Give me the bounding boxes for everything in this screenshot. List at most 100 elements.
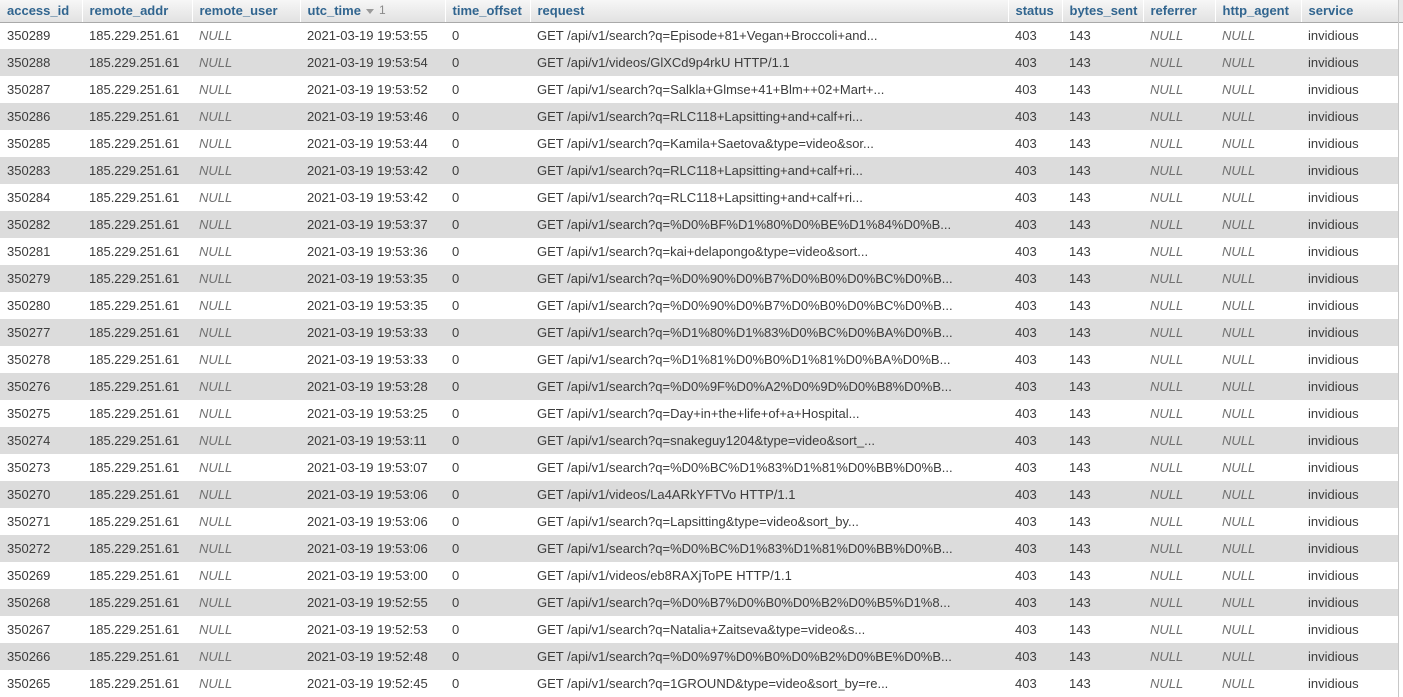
cell-access_id[interactable]: 350268 (7, 595, 51, 610)
cell-http_agent[interactable]: NULL (1222, 244, 1256, 259)
cell-remote_addr[interactable]: 185.229.251.61 (89, 352, 180, 367)
cell-utc_time[interactable]: 2021-03-19 19:53:33 (307, 352, 428, 367)
cell-time_offset[interactable]: 0 (452, 298, 460, 313)
cell-time_offset[interactable]: 0 (452, 460, 460, 475)
cell-http_agent[interactable]: NULL (1222, 649, 1256, 664)
cell-access_id[interactable]: 350280 (7, 298, 51, 313)
cell-status[interactable]: 403 (1015, 325, 1037, 340)
cell-access_id[interactable]: 350271 (7, 514, 51, 529)
cell-referrer[interactable]: NULL (1150, 595, 1184, 610)
cell-referrer[interactable]: NULL (1150, 379, 1184, 394)
cell-request[interactable]: GET /api/v1/search?q=%D0%97%D0%B0%D0%B2%… (537, 649, 952, 664)
cell-referrer[interactable]: NULL (1150, 568, 1184, 583)
cell-bytes_sent[interactable]: 143 (1069, 28, 1091, 44)
cell-referrer[interactable]: NULL (1150, 163, 1184, 178)
cell-status[interactable]: 403 (1015, 406, 1037, 421)
cell-status[interactable]: 403 (1015, 460, 1037, 475)
cell-time_offset[interactable]: 0 (452, 379, 460, 394)
cell-time_offset[interactable]: 0 (452, 163, 460, 178)
table-row[interactable]: 350274 185.229.251.61 NULL 2021-03-19 19:53… (0, 427, 1398, 454)
cell-time_offset[interactable]: 0 (452, 514, 460, 529)
cell-service[interactable]: invidious (1308, 541, 1359, 556)
cell-request[interactable]: GET /api/v1/search?q=kai+delapongo&type=… (537, 244, 869, 259)
cell-request[interactable]: GET /api/v1/search?q=%D1%81%D0%B0%D1%81%… (537, 352, 951, 367)
table-row[interactable]: 350272 185.229.251.61 NULL 2021-03-19 19:53… (0, 535, 1398, 562)
cell-bytes_sent[interactable]: 143 (1069, 541, 1091, 556)
cell-time_offset[interactable]: 0 (452, 487, 460, 502)
column-header-request[interactable]: request (530, 0, 1009, 23)
cell-service[interactable]: invidious (1308, 622, 1359, 637)
cell-status[interactable]: 403 (1015, 82, 1037, 97)
cell-service[interactable]: invidious (1308, 28, 1359, 44)
cell-time_offset[interactable]: 0 (452, 433, 460, 448)
cell-status[interactable]: 403 (1015, 136, 1037, 151)
cell-remote_addr[interactable]: 185.229.251.61 (89, 271, 180, 286)
cell-remote_user[interactable]: NULL (199, 676, 233, 691)
cell-utc_time[interactable]: 2021-03-19 19:53:54 (307, 55, 428, 70)
cell-http_agent[interactable]: NULL (1222, 82, 1256, 97)
cell-remote_addr[interactable]: 185.229.251.61 (89, 406, 180, 421)
cell-time_offset[interactable]: 0 (452, 568, 460, 583)
cell-request[interactable]: GET /api/v1/search?q=Natalia+Zaitseva&ty… (537, 622, 866, 637)
cell-service[interactable]: invidious (1308, 136, 1359, 151)
cell-remote_addr[interactable]: 185.229.251.61 (89, 676, 180, 691)
table-row[interactable]: 350281 185.229.251.61 NULL 2021-03-19 19:53… (0, 238, 1398, 265)
cell-access_id[interactable]: 350287 (7, 82, 51, 97)
cell-request[interactable]: GET /api/v1/search?q=Episode+81+Vegan+Br… (537, 28, 878, 44)
cell-http_agent[interactable]: NULL (1222, 487, 1256, 502)
cell-service[interactable]: invidious (1308, 217, 1359, 232)
cell-bytes_sent[interactable]: 143 (1069, 460, 1091, 475)
cell-service[interactable]: invidious (1308, 433, 1359, 448)
cell-http_agent[interactable]: NULL (1222, 55, 1256, 70)
cell-access_id[interactable]: 350285 (7, 136, 51, 151)
cell-remote_user[interactable]: NULL (199, 28, 233, 44)
cell-http_agent[interactable]: NULL (1222, 163, 1256, 178)
cell-request[interactable]: GET /api/v1/search?q=%D0%90%D0%B7%D0%B0%… (537, 271, 953, 286)
cell-referrer[interactable]: NULL (1150, 271, 1184, 286)
cell-utc_time[interactable]: 2021-03-19 19:53:00 (307, 568, 428, 583)
table-row[interactable]: 350266 185.229.251.61 NULL 2021-03-19 19:52… (0, 643, 1398, 670)
cell-access_id[interactable]: 350265 (7, 676, 51, 691)
cell-http_agent[interactable]: NULL (1222, 298, 1256, 313)
cell-status[interactable]: 403 (1015, 190, 1037, 205)
cell-http_agent[interactable]: NULL (1222, 28, 1256, 44)
cell-access_id[interactable]: 350274 (7, 433, 51, 448)
cell-remote_addr[interactable]: 185.229.251.61 (89, 595, 180, 610)
cell-utc_time[interactable]: 2021-03-19 19:53:44 (307, 136, 428, 151)
cell-bytes_sent[interactable]: 143 (1069, 568, 1091, 583)
column-header-bytes_sent[interactable]: bytes_sent (1062, 0, 1144, 23)
cell-service[interactable]: invidious (1308, 109, 1359, 124)
cell-status[interactable]: 403 (1015, 676, 1037, 691)
cell-status[interactable]: 403 (1015, 487, 1037, 502)
cell-bytes_sent[interactable]: 143 (1069, 190, 1091, 205)
cell-remote_user[interactable]: NULL (199, 379, 233, 394)
table-row[interactable]: 350267 185.229.251.61 NULL 2021-03-19 19:52… (0, 616, 1398, 643)
cell-remote_user[interactable]: NULL (199, 352, 233, 367)
cell-referrer[interactable]: NULL (1150, 649, 1184, 664)
cell-utc_time[interactable]: 2021-03-19 19:52:55 (307, 595, 428, 610)
cell-http_agent[interactable]: NULL (1222, 622, 1256, 637)
cell-http_agent[interactable]: NULL (1222, 325, 1256, 340)
cell-service[interactable]: invidious (1308, 352, 1359, 367)
cell-utc_time[interactable]: 2021-03-19 19:53:25 (307, 406, 428, 421)
table-row[interactable]: 350283 185.229.251.61 NULL 2021-03-19 19:53… (0, 157, 1398, 184)
cell-service[interactable]: invidious (1308, 595, 1359, 610)
cell-time_offset[interactable]: 0 (452, 244, 460, 259)
table-row[interactable]: 350273 185.229.251.61 NULL 2021-03-19 19:53… (0, 454, 1398, 481)
cell-status[interactable]: 403 (1015, 55, 1037, 70)
cell-bytes_sent[interactable]: 143 (1069, 595, 1091, 610)
cell-remote_user[interactable]: NULL (199, 568, 233, 583)
column-header-time_offset[interactable]: time_offset (445, 0, 531, 23)
cell-remote_addr[interactable]: 185.229.251.61 (89, 55, 180, 70)
cell-bytes_sent[interactable]: 143 (1069, 217, 1091, 232)
cell-http_agent[interactable]: NULL (1222, 109, 1256, 124)
cell-remote_addr[interactable]: 185.229.251.61 (89, 649, 180, 664)
cell-request[interactable]: GET /api/v1/search?q=%D0%BF%D1%80%D0%BE%… (537, 217, 952, 232)
column-header-utc_time[interactable]: utc_time 1 (300, 0, 446, 23)
cell-utc_time[interactable]: 2021-03-19 19:53:06 (307, 487, 428, 502)
cell-status[interactable]: 403 (1015, 433, 1037, 448)
cell-remote_addr[interactable]: 185.229.251.61 (89, 190, 180, 205)
cell-remote_user[interactable]: NULL (199, 109, 233, 124)
cell-remote_addr[interactable]: 185.229.251.61 (89, 460, 180, 475)
cell-request[interactable]: GET /api/v1/search?q=RLC118+Lapsitting+a… (537, 190, 863, 205)
